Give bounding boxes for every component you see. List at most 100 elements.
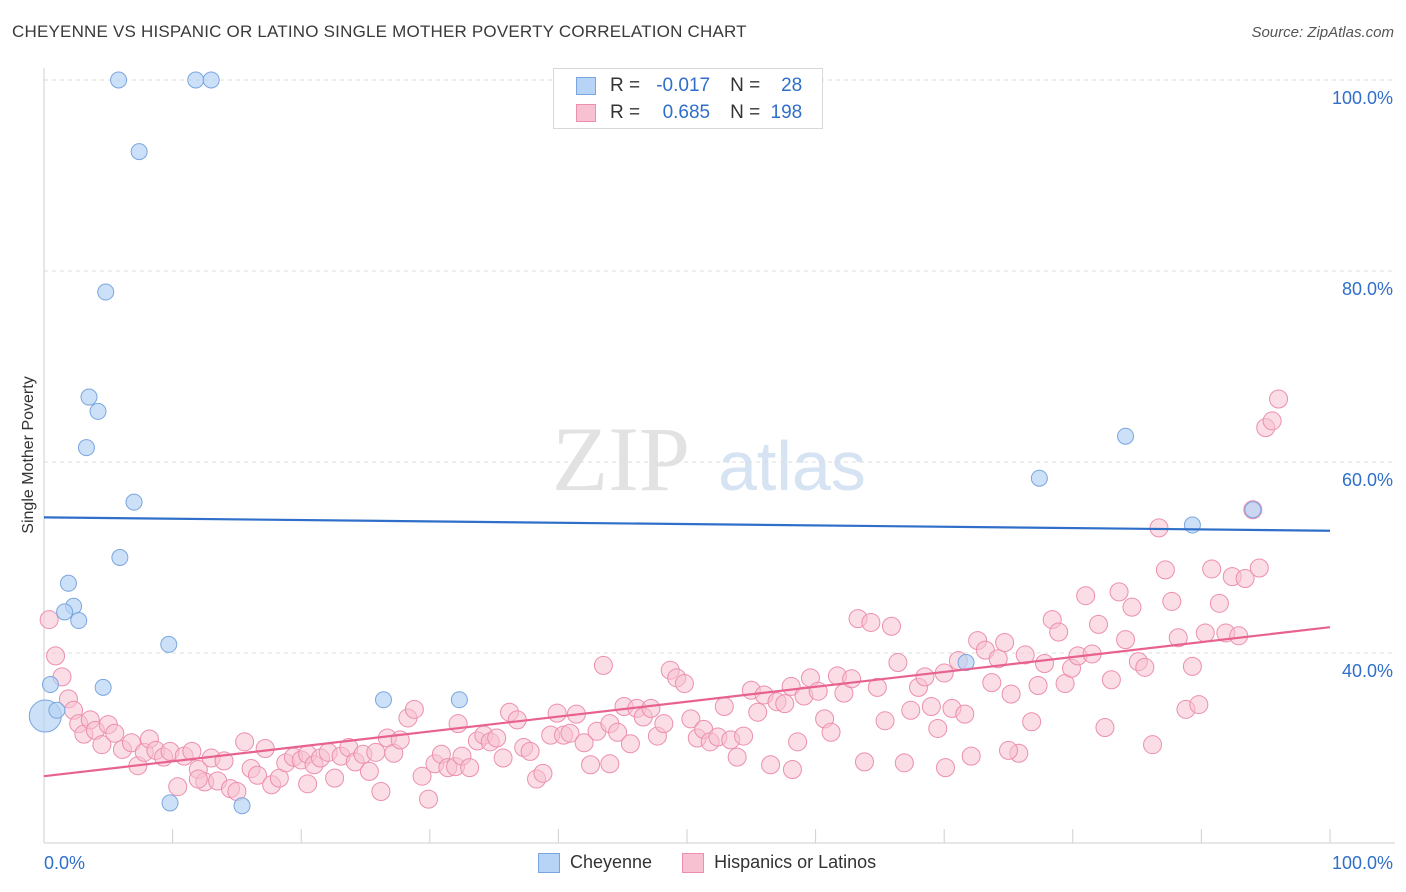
hispanic-point xyxy=(842,669,862,689)
hispanic-point xyxy=(600,754,620,774)
hispanic-point xyxy=(921,696,941,716)
hispanic-point xyxy=(935,758,955,778)
cheyenne-point xyxy=(80,388,98,406)
cheyenne-point xyxy=(94,678,112,696)
hispanic-point xyxy=(748,702,768,722)
hispanic-point xyxy=(1143,735,1163,755)
hispanic-point xyxy=(1162,591,1182,611)
hispanic-point xyxy=(1269,389,1289,409)
watermark-zip: ZIP xyxy=(552,408,690,510)
hispanic-point xyxy=(654,714,674,734)
hispanic-point xyxy=(821,722,841,742)
hispanic-point xyxy=(593,655,613,675)
hispanic-point xyxy=(121,733,141,753)
hispanic-point xyxy=(1022,712,1042,732)
hispanic-point xyxy=(861,612,881,632)
legend-r-value: -0.017 xyxy=(656,75,711,96)
cheyenne-point xyxy=(957,654,975,672)
hispanic-point xyxy=(520,741,540,761)
y-tick-label: 100.0% xyxy=(1332,88,1393,108)
hispanic-point xyxy=(247,765,267,785)
y-axis-label: Single Mother Poverty xyxy=(20,376,37,534)
hispanic-point xyxy=(1155,560,1175,580)
hispanic-point xyxy=(487,728,507,748)
legend-n-value: 198 xyxy=(770,102,803,123)
hispanic-point xyxy=(359,761,379,781)
cheyenne-point xyxy=(48,701,66,719)
hispanic-point xyxy=(608,722,628,742)
hispanic-point xyxy=(1235,569,1255,589)
hispanic-point xyxy=(419,789,439,809)
hispanic-point xyxy=(995,632,1015,652)
y-axis-label-wrap: Single Mother Poverty xyxy=(18,376,40,533)
hispanic-point xyxy=(92,735,112,755)
legend-n-value: 28 xyxy=(781,75,803,96)
hispanic-point xyxy=(867,677,887,697)
legend-r-label: R = xyxy=(610,75,641,96)
cheyenne-point xyxy=(125,493,143,511)
hispanic-point xyxy=(982,673,1002,693)
hispanic-point xyxy=(1028,675,1048,695)
legend-n-label: N = xyxy=(730,75,761,96)
hispanic-point xyxy=(788,732,808,752)
hispanic-point xyxy=(366,742,386,762)
cheyenne-point xyxy=(130,143,148,161)
tick-labels: 40.0% 60.0% 80.0% 100.0% 0.0% 100.0% xyxy=(44,88,1393,873)
hispanic-point xyxy=(1195,623,1215,643)
legend-item-hispanic: Hispanics or Latinos xyxy=(682,852,876,873)
grid-lines xyxy=(44,79,1395,654)
hispanic-point xyxy=(560,723,580,743)
hispanic-point xyxy=(1035,654,1055,674)
watermark-atlas: atlas xyxy=(718,427,866,505)
hispanic-point xyxy=(371,781,391,801)
cheyenne-point xyxy=(97,283,115,301)
cheyenne-point xyxy=(56,603,74,621)
cheyenne-legend-swatch xyxy=(538,852,560,873)
hispanic-point xyxy=(641,698,661,718)
hispanic-point xyxy=(255,739,275,758)
cheyenne-point xyxy=(1183,516,1201,534)
hispanic-point xyxy=(1229,626,1249,646)
hispanic-point xyxy=(1189,695,1209,715)
cheyenne-point xyxy=(187,71,205,89)
legend-row-cheyenne: R = -0.017 N = 28 xyxy=(576,74,802,98)
hispanic-point xyxy=(854,752,874,772)
hispanic-point xyxy=(901,700,921,720)
hispanic-point xyxy=(894,753,914,773)
hispanic-point xyxy=(988,649,1008,669)
hispanic-swatch xyxy=(576,104,596,122)
hispanic-point xyxy=(1182,656,1202,676)
y-tick-label: 40.0% xyxy=(1342,661,1393,681)
hispanic-point xyxy=(493,748,513,768)
correlation-legend: R = -0.017 N = 28 R = 0.685 N = 198 xyxy=(553,68,823,129)
hispanic-point xyxy=(961,746,981,766)
hispanic-point xyxy=(1101,670,1121,690)
hispanic-point xyxy=(298,774,318,794)
hispanic-point xyxy=(674,674,694,694)
cheyenne-point xyxy=(59,574,77,592)
cheyenne-point xyxy=(161,794,179,812)
hispanic-point xyxy=(681,709,701,729)
hispanic-point xyxy=(325,768,345,788)
hispanic-point xyxy=(1209,593,1229,613)
chart-source: Source: ZipAtlas.com xyxy=(1251,24,1394,41)
cheyenne-trend-line xyxy=(43,516,1331,532)
hispanic-point xyxy=(105,723,125,743)
hispanic-point xyxy=(547,703,567,723)
hispanic-point xyxy=(1076,586,1096,606)
hispanic-point xyxy=(999,740,1018,760)
hispanic-point xyxy=(574,733,594,753)
hispanic-point xyxy=(182,741,202,761)
hispanic-point xyxy=(168,777,188,797)
watermark: ZIP atlas xyxy=(552,408,866,510)
y-tick-label: 80.0% xyxy=(1342,279,1393,299)
hispanic-legend-swatch xyxy=(682,852,705,873)
hispanic-point xyxy=(1001,684,1021,704)
hispanic-point xyxy=(581,755,601,775)
cheyenne-point xyxy=(41,676,59,694)
cheyenne-point xyxy=(202,71,220,89)
cheyenne-point xyxy=(375,691,393,709)
hispanic-point xyxy=(533,763,553,783)
cheyenne-point xyxy=(450,691,468,709)
